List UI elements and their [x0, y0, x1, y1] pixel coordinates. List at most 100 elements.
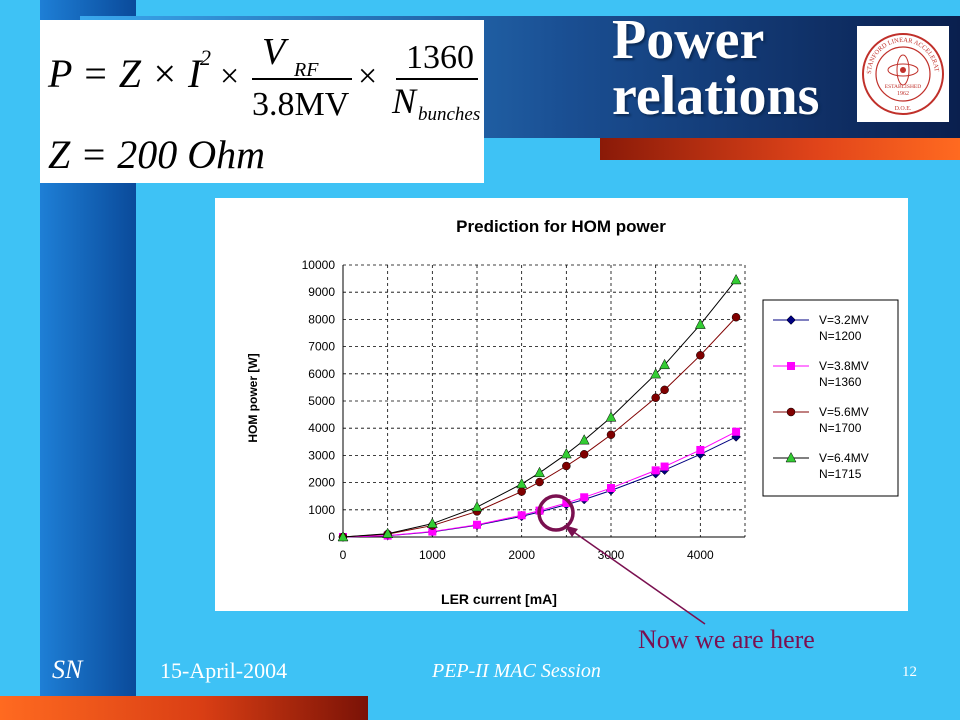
- footer-date: 15-April-2004: [160, 658, 288, 683]
- hom-power-chart: Prediction for HOM power LER current [mA…: [246, 217, 899, 607]
- chart-title: Prediction for HOM power: [456, 217, 666, 236]
- data-point-s4: [560, 448, 572, 459]
- seal-inner-ring: [875, 46, 931, 102]
- data-point-s4: [730, 273, 742, 285]
- legend-marker-2: [787, 362, 795, 370]
- current-position-circle: [537, 494, 575, 532]
- chart-legend: [762, 299, 899, 497]
- formula-frac2-den: N: [391, 81, 418, 121]
- slide-title: Power relations: [612, 12, 852, 124]
- data-point-s2: [428, 527, 437, 536]
- annotation-arrowhead: [564, 525, 578, 537]
- atom-orbit-icon: [887, 63, 919, 77]
- legend-marker-4: [785, 451, 797, 463]
- seal-year: 1962: [897, 91, 909, 97]
- y-axis-label: HOM power [W]: [246, 353, 260, 442]
- x-tick-label: 4000: [687, 548, 714, 562]
- legend-sublabel-4: N=1715: [819, 467, 862, 481]
- annotation-text: Now we are here: [638, 625, 815, 654]
- y-tick-label: 7000: [308, 340, 335, 354]
- seal-outer-ring: [862, 33, 944, 115]
- y-tick-label: 0: [328, 530, 335, 544]
- legend-sublabel-3: N=1700: [819, 421, 862, 435]
- data-point-s4: [337, 530, 349, 542]
- data-point-s4: [694, 318, 706, 329]
- y-tick-label: 1000: [308, 503, 335, 517]
- data-point-s4: [605, 411, 617, 422]
- legend-label-1: V=3.2MV: [819, 313, 869, 327]
- slac-seal-logo: STANFORD LINEAR ACCELERATOR CENTER ESTAB…: [855, 21, 949, 122]
- data-point-s4: [516, 477, 528, 489]
- atom-nucleus-icon: [900, 67, 906, 73]
- annotation-arrow: [567, 527, 706, 625]
- data-point-s3: [562, 461, 571, 471]
- formula-lhs: P = Z × I: [47, 51, 203, 96]
- data-point-s2: [562, 499, 571, 507]
- data-point-s3: [660, 385, 669, 395]
- legend-label-2: V=3.8MV: [819, 359, 869, 373]
- formula-frac2-num: 1360: [406, 39, 474, 76]
- formula-line2: Z = 200 Ohm: [48, 132, 265, 177]
- y-tick-label: 9000: [308, 285, 335, 299]
- data-point-s2: [580, 493, 589, 502]
- data-point-s2: [660, 462, 669, 471]
- y-tick-label: 2000: [308, 476, 335, 490]
- formula-frac2-den-sub: bunches: [418, 104, 480, 125]
- formula-frac1-den: 3.8MV: [252, 86, 350, 123]
- data-point-s3: [731, 312, 741, 322]
- title-accent-bar: [600, 138, 960, 160]
- formula-times-2: ×: [358, 58, 377, 95]
- x-tick-label: 0: [340, 548, 347, 562]
- legend-label-4: V=6.4MV: [819, 451, 869, 465]
- data-point-s4: [426, 517, 438, 528]
- x-tick-label: 1000: [419, 548, 446, 562]
- data-point-s2: [732, 427, 741, 436]
- seal-doe: D.O.E.: [895, 106, 912, 112]
- data-point-s4: [534, 466, 545, 478]
- chart-container: Prediction for HOM power LER current [mA…: [215, 198, 908, 611]
- slide-title-line1: Power: [612, 9, 765, 71]
- y-tick-label: 5000: [308, 394, 335, 408]
- y-tick-label: 10000: [302, 258, 336, 272]
- data-point-s4: [578, 434, 590, 445]
- legend-marker-1: [786, 315, 796, 325]
- data-point-s4: [650, 368, 662, 379]
- formula-frac1-num-sub: RF: [293, 59, 319, 81]
- data-point-s4: [471, 501, 483, 512]
- y-tick-label: 4000: [308, 421, 335, 435]
- legend-marker-3: [786, 407, 796, 417]
- x-axis-label: LER current [mA]: [441, 591, 557, 607]
- data-point-s3: [535, 477, 544, 487]
- data-point-s2: [517, 511, 526, 520]
- atom-orbit-icon-2: [896, 54, 910, 86]
- data-point-s2: [696, 445, 705, 454]
- legend-sublabel-1: N=1200: [819, 329, 862, 343]
- x-tick-label: 3000: [598, 548, 625, 562]
- data-point-s2: [651, 466, 660, 475]
- formula-exponent: 2: [200, 45, 211, 70]
- data-point-s3: [651, 393, 660, 402]
- formula-box: P = Z × I 2 × V RF 3.8MV × 1360 N bunche…: [40, 20, 484, 183]
- data-point-s3: [606, 430, 616, 439]
- y-tick-label: 3000: [308, 448, 335, 462]
- legend-label-3: V=5.6MV: [819, 405, 869, 419]
- x-tick-label: 2000: [508, 548, 535, 562]
- page-number: 12: [902, 664, 917, 680]
- slide-title-line2: relations: [612, 65, 820, 127]
- footer-accent-bar: [0, 696, 368, 720]
- y-tick-label: 8000: [308, 312, 335, 326]
- footer-initials: SN: [52, 655, 83, 684]
- data-point-s2: [607, 484, 615, 493]
- formula-times-1: ×: [220, 58, 239, 95]
- data-point-s4: [382, 527, 394, 538]
- seal-established: ESTABLISHED: [885, 84, 922, 90]
- data-point-s3: [579, 450, 589, 459]
- formula-frac1-num: V: [262, 31, 289, 73]
- y-tick-label: 6000: [308, 367, 335, 381]
- data-point-s4: [659, 358, 671, 370]
- data-point-s2: [473, 520, 481, 529]
- data-point-s3: [696, 351, 705, 360]
- legend-sublabel-2: N=1360: [819, 375, 862, 389]
- footer-session: PEP-II MAC Session: [432, 660, 601, 682]
